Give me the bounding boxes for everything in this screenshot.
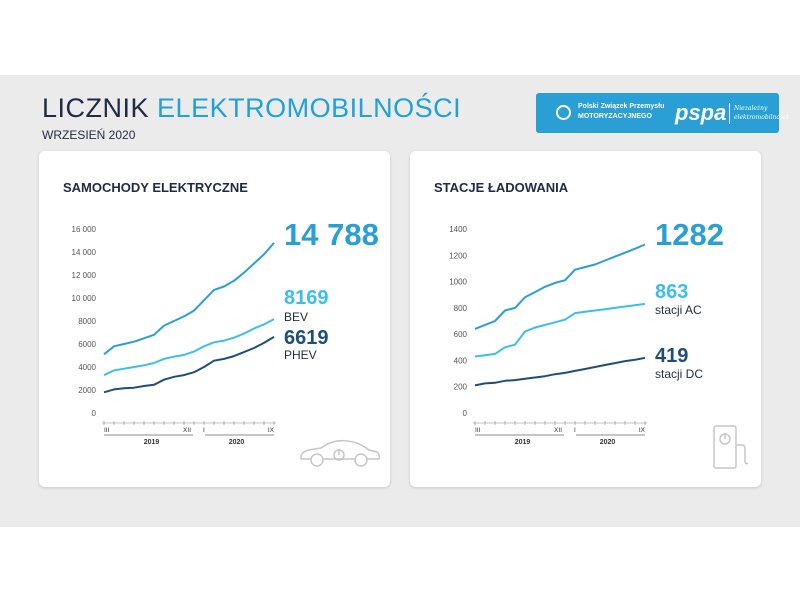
dc-value: 419	[655, 345, 689, 367]
partner-logos-banner: Polski Związek Przemysłu MOTORYZACYJNEGO…	[536, 93, 788, 133]
cars-chart: 0 2000 4000 6000 8000 10 000 12 000 14 000 16 00…	[72, 225, 276, 446]
stations-total-value: 1282	[655, 217, 724, 252]
logo-divider	[729, 103, 730, 124]
series-line-0-2	[103, 336, 275, 394]
pzpm-logo-text: Polski Związek Przemysłu MOTORYZACYJNEGO	[578, 102, 664, 122]
y-tick-label: 200	[454, 383, 468, 392]
phev-value: 6619	[284, 327, 329, 349]
series-line-0-0	[103, 242, 275, 356]
y-tick-label: 6000	[78, 340, 96, 349]
y-tick-label: 8000	[78, 317, 96, 326]
month-label: III	[475, 427, 481, 434]
charger-icon	[713, 425, 749, 469]
y-tick-label: 0	[463, 409, 468, 418]
year-label: 2019	[515, 439, 531, 446]
year-label: 2020	[600, 439, 616, 446]
year-label: 2020	[229, 439, 245, 446]
y-tick-label: 12 000	[72, 271, 97, 280]
y-tick-label: 4000	[78, 363, 96, 372]
series-line-0-1	[103, 318, 275, 377]
series-line-1-2	[474, 356, 646, 387]
cars-total-value: 14 788	[284, 217, 379, 252]
title-part-elektromobilnosci: ELEKTROMOBILNOŚCI	[157, 93, 462, 123]
y-tick-label: 16 000	[72, 225, 97, 234]
dc-label: stacji DC	[655, 367, 704, 381]
y-tick-label: 14 000	[72, 248, 97, 257]
bev-value: 8169	[284, 287, 329, 309]
pspa-tagline-line-2: elektromobilności	[734, 114, 789, 121]
pzpm-logo-icon	[556, 105, 571, 120]
series-line-1-0	[474, 243, 646, 330]
page-subtitle: WRZESIEŃ 2020	[42, 128, 136, 142]
year-label: 2019	[144, 439, 160, 446]
pspa-tagline: Niezależny elektromobilności	[734, 104, 788, 122]
y-tick-label: 1200	[449, 251, 467, 260]
y-tick-label: 2000	[78, 386, 96, 395]
month-label: IX	[268, 427, 275, 434]
month-label: XII	[554, 427, 562, 434]
series-line-1-1	[474, 302, 646, 358]
bev-label: BEV	[284, 310, 309, 324]
y-tick-label: 0	[92, 409, 97, 418]
month-label: III	[104, 427, 110, 434]
card-charging-stations: STACJE ŁADOWANIA 0 200 400 600 800 1000 1200 14…	[410, 151, 761, 487]
pspa-logo: pspa	[675, 100, 727, 125]
phev-label: PHEV	[284, 348, 317, 362]
card-electric-cars: SAMOCHODY ELEKTRYCZNE 0 2000 4000 6000 8000 1…	[39, 151, 390, 487]
ac-label: stacji AC	[655, 303, 702, 317]
y-tick-label: 800	[454, 304, 468, 313]
title-part-licznik: LICZNIK	[42, 93, 150, 123]
month-label: I	[574, 427, 576, 434]
page-title: LICZNIK ELEKTROMOBILNOŚCI	[42, 93, 461, 124]
month-label: IX	[639, 427, 646, 434]
y-tick-label: 400	[454, 356, 468, 365]
car-icon	[300, 439, 380, 467]
y-tick-label: 1000	[449, 278, 467, 287]
y-tick-label: 600	[454, 330, 468, 339]
pzpm-line-2: MOTORYZACYJNEGO	[578, 113, 652, 120]
y-tick-label: 10 000	[72, 294, 97, 303]
month-label: XII	[183, 427, 191, 434]
stations-chart: 0 200 400 600 800 1000 1200 1400 III XII I IX 2019 20…	[449, 225, 647, 446]
ac-value: 863	[655, 281, 689, 303]
card-title-stations: STACJE ŁADOWANIA	[434, 180, 569, 195]
y-tick-label: 1400	[449, 225, 467, 234]
card-title-cars: SAMOCHODY ELEKTRYCZNE	[63, 180, 248, 195]
pspa-tagline-line-1: Niezależny	[734, 105, 768, 112]
pzpm-line-1: Polski Związek Przemysłu	[578, 103, 665, 110]
month-label: I	[203, 427, 205, 434]
